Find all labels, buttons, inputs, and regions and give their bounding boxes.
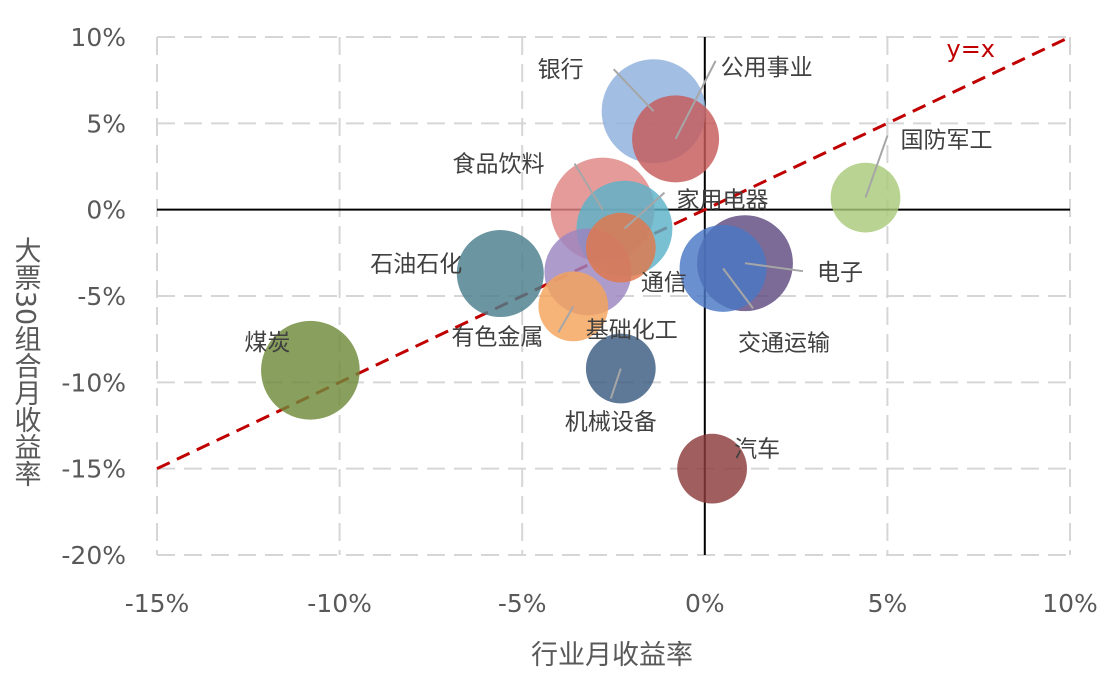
leader-lines — [557, 60, 889, 399]
y-tick-label: -20% — [61, 541, 126, 570]
leader-line — [573, 163, 604, 211]
bubble-point — [585, 212, 656, 283]
bubble-point — [261, 320, 360, 420]
bubble-point — [456, 230, 544, 318]
bubble-point — [632, 95, 720, 183]
y-axis-title: 大票30组合月收益率 — [10, 237, 42, 488]
bubble-point — [679, 224, 767, 312]
bubbles — [261, 59, 901, 504]
x-axis-title: 行业月收益率 — [531, 640, 693, 671]
y-tick-label: -5% — [77, 282, 126, 311]
bubble-label: 煤炭 — [244, 330, 290, 356]
leader-line — [674, 60, 717, 140]
x-tick-label: 5% — [868, 589, 908, 618]
bubble-label: 基础化工 — [586, 318, 678, 344]
leader-line — [722, 267, 754, 309]
bubble-label: 机械设备 — [565, 410, 657, 436]
y-tick-label: -10% — [61, 368, 126, 397]
y-tick-label: 10% — [70, 23, 126, 52]
tick-labels: -15% -10% -5% 0% 5% 10% 10% 5% 0% -5% -10% -15% -20% — [61, 23, 1097, 618]
reference-line-group: y=x — [156, 35, 1071, 471]
bubble-label: 汽车 — [734, 437, 780, 463]
leader-line — [864, 135, 889, 198]
bubble-label: 公用事业 — [721, 55, 813, 81]
bubble-label: 有色金属 — [451, 324, 543, 350]
leader-line — [623, 191, 666, 230]
x-tick-label: 0% — [685, 589, 725, 618]
bubble-label: 银行 — [538, 57, 584, 83]
bubble-label: 家用电器 — [676, 188, 768, 214]
bubble-label: 电子 — [817, 260, 863, 286]
bubble-label: 食品饮料 — [453, 152, 545, 178]
bubble-label: 石油石化 — [370, 252, 462, 278]
y-equals-x-line — [156, 35, 1071, 471]
leader-line — [557, 305, 575, 333]
leader-line — [744, 262, 804, 273]
x-tick-label: 10% — [1042, 589, 1098, 618]
x-tick-label: -10% — [307, 589, 372, 618]
y-tick-label: 5% — [86, 109, 126, 138]
bubble-point — [585, 333, 656, 404]
leader-line — [612, 68, 655, 112]
y-equals-x-label: y=x — [946, 35, 995, 63]
bubble-label: 交通运输 — [738, 330, 830, 356]
x-tick-label: -5% — [498, 589, 547, 618]
leader-line — [609, 368, 622, 399]
bubble-label: 通信 — [641, 270, 687, 296]
y-tick-label: -15% — [61, 455, 126, 484]
bubble-point — [677, 433, 747, 504]
bubble-label: 国防军工 — [900, 128, 992, 154]
x-tick-label: -15% — [125, 589, 190, 618]
y-tick-label: 0% — [86, 196, 126, 225]
